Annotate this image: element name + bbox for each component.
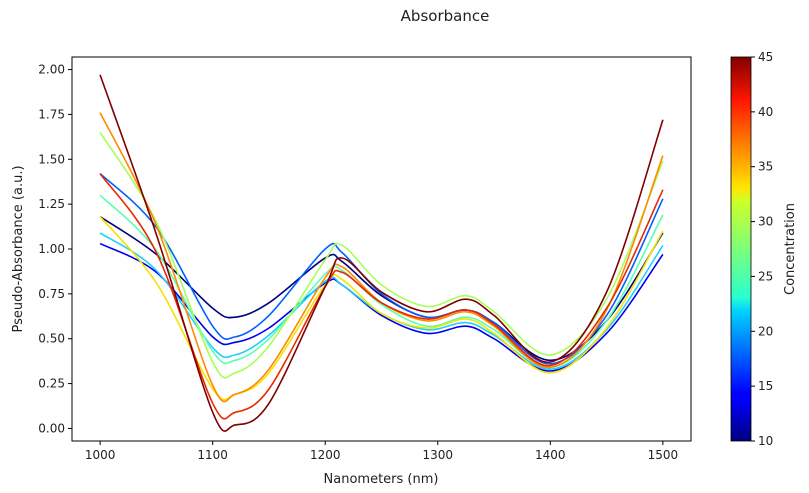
- x-tick-label: 1200: [310, 448, 341, 462]
- y-tick-label: 1.50: [38, 152, 65, 166]
- colorbar-tick-label: 30: [758, 215, 773, 229]
- colorbar-tick-label: 20: [758, 324, 773, 338]
- y-tick-label: 0.00: [38, 421, 65, 435]
- colorbar-tick-label: 45: [758, 50, 773, 64]
- colorbar-ticks: 10 15 20 25 30 35 40 45: [751, 50, 773, 448]
- y-tick-label: 1.25: [38, 197, 65, 211]
- series-line-concentration-22: [99, 232, 664, 371]
- y-axis-label: Pseudo-Absorbance (a.u.): [11, 165, 26, 332]
- x-tick-label: 1100: [197, 448, 228, 462]
- colorbar-label: Concentration: [783, 203, 798, 295]
- x-tick-label: 1500: [648, 448, 679, 462]
- series-line-concentration-33: [99, 216, 664, 401]
- series-line-concentration-29: [99, 131, 664, 379]
- y-tick-label: 1.00: [38, 242, 65, 256]
- x-axis-label: Nanometers (nm): [324, 472, 439, 487]
- x-tick-label: 1300: [422, 448, 453, 462]
- chart-title: Absorbance: [401, 7, 490, 25]
- x-axis: 1000 1100 1200 1300 1400 1500: [85, 441, 678, 462]
- y-tick-label: 0.25: [38, 377, 65, 391]
- colorbar-tick-label: 40: [758, 105, 773, 119]
- series-line-concentration-37: [99, 112, 664, 403]
- y-tick-label: 0.50: [38, 332, 65, 346]
- y-tick-label: 0.75: [38, 287, 65, 301]
- y-tick-label: 1.75: [38, 107, 65, 121]
- y-tick-label: 2.00: [38, 63, 65, 77]
- colorbar-tick-label: 15: [758, 379, 773, 393]
- colorbar-tick-label: 25: [758, 269, 773, 283]
- x-tick-label: 1400: [535, 448, 566, 462]
- series-line-concentration-42: [99, 173, 664, 420]
- colorbar-tick-label: 35: [758, 160, 773, 174]
- x-tick-label: 1000: [85, 448, 116, 462]
- colorbar-tick-label: 10: [758, 434, 773, 448]
- series-layer: [99, 74, 664, 432]
- series-line-concentration-45: [99, 74, 664, 432]
- series-line-concentration-10: [99, 216, 664, 362]
- y-axis: 0.00 0.25 0.50 0.75 1.00 1.25 1.50 1.75 2.00: [38, 63, 72, 435]
- colorbar: [730, 56, 752, 442]
